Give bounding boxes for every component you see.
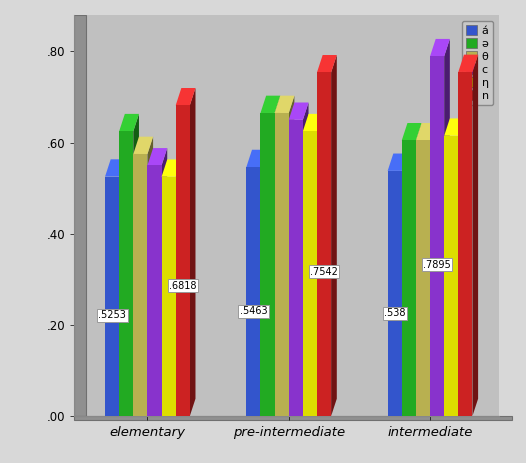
- Polygon shape: [260, 150, 266, 416]
- Polygon shape: [458, 119, 464, 416]
- Polygon shape: [246, 150, 266, 167]
- Polygon shape: [161, 148, 167, 416]
- Polygon shape: [176, 159, 181, 416]
- Polygon shape: [472, 55, 478, 416]
- Polygon shape: [161, 159, 181, 177]
- Polygon shape: [416, 123, 436, 140]
- Polygon shape: [388, 154, 408, 171]
- Bar: [458, 72, 472, 416]
- Text: .5463: .5463: [240, 307, 267, 316]
- Legend: á, ə, θ, c, η, n: á, ə, θ, c, η, n: [461, 20, 493, 105]
- Bar: [133, 154, 147, 416]
- Polygon shape: [289, 102, 309, 120]
- Polygon shape: [147, 137, 153, 416]
- Polygon shape: [317, 114, 322, 416]
- Bar: [260, 113, 275, 416]
- Bar: [303, 131, 317, 416]
- Polygon shape: [416, 123, 421, 416]
- Polygon shape: [147, 148, 167, 165]
- Polygon shape: [119, 114, 139, 131]
- Bar: [161, 177, 176, 416]
- Polygon shape: [133, 137, 153, 154]
- Polygon shape: [303, 114, 322, 131]
- Bar: [430, 56, 444, 416]
- Polygon shape: [275, 96, 280, 416]
- Text: .7895: .7895: [423, 260, 451, 270]
- Polygon shape: [402, 154, 408, 416]
- Bar: [147, 165, 161, 416]
- Text: .7542: .7542: [310, 267, 338, 277]
- Polygon shape: [303, 102, 309, 416]
- Polygon shape: [430, 39, 450, 56]
- Bar: [105, 177, 119, 416]
- Polygon shape: [402, 123, 421, 140]
- Bar: [275, 113, 289, 416]
- Bar: [176, 105, 190, 416]
- Text: .538: .538: [384, 308, 406, 318]
- Bar: [74, 416, 511, 419]
- Polygon shape: [458, 55, 478, 72]
- Polygon shape: [133, 114, 139, 416]
- Polygon shape: [430, 123, 436, 416]
- Bar: [416, 140, 430, 416]
- Polygon shape: [444, 39, 450, 416]
- Text: .6818: .6818: [169, 281, 197, 290]
- Polygon shape: [176, 88, 196, 105]
- Polygon shape: [190, 88, 196, 416]
- Polygon shape: [275, 96, 295, 113]
- Bar: [444, 136, 458, 416]
- Polygon shape: [105, 159, 125, 177]
- Bar: [402, 140, 416, 416]
- Polygon shape: [289, 96, 295, 416]
- Polygon shape: [260, 96, 280, 113]
- Bar: [289, 120, 303, 416]
- Polygon shape: [444, 119, 464, 136]
- Polygon shape: [317, 55, 337, 72]
- Bar: [317, 72, 331, 416]
- Polygon shape: [331, 55, 337, 416]
- Bar: [388, 171, 402, 416]
- Text: .5253: .5253: [98, 311, 126, 320]
- Bar: [119, 131, 133, 416]
- Bar: [246, 167, 260, 416]
- Polygon shape: [119, 159, 125, 416]
- Bar: [74, 15, 86, 416]
